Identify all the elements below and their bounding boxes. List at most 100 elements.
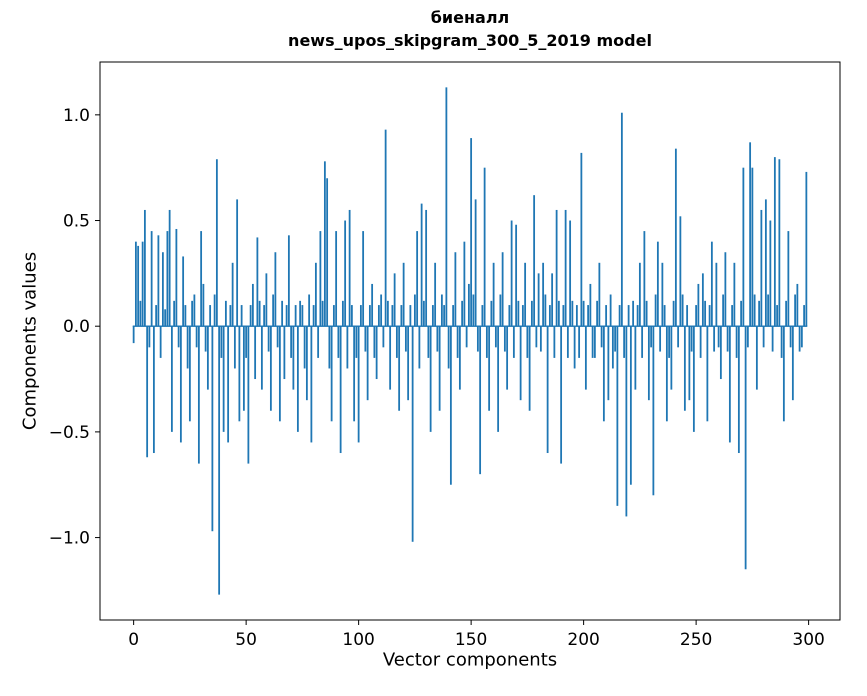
bar [731,305,734,327]
bar [375,326,378,380]
bar [479,326,482,475]
bar [611,326,614,369]
bar [177,326,180,348]
bar [197,326,200,464]
bar [278,326,281,422]
bar [652,326,655,496]
y-tick-label: 0.5 [63,212,90,232]
bar [769,220,772,327]
bar [600,326,603,348]
bar [434,262,437,327]
bar [485,326,488,358]
bar [272,294,275,327]
bar [326,178,329,327]
chart-title: биеналл news_upos_skipgram_300_5_2019 mo… [288,6,652,52]
bar [229,305,232,327]
bar [337,326,340,358]
bar [620,112,623,327]
bar [310,326,313,443]
bar [157,235,160,327]
bar [456,326,459,358]
bar [623,326,626,358]
bar [377,305,380,327]
bar [706,326,709,422]
bar [233,326,236,369]
bar [380,294,383,327]
bar [287,235,290,327]
bar [281,300,284,327]
bar [733,262,736,327]
bar [164,309,167,327]
bar [474,199,477,327]
bar [445,87,448,327]
bar [371,283,374,327]
bar [508,305,511,327]
bar [425,209,428,327]
bar [560,326,563,464]
bar [148,326,151,348]
bar [566,326,569,358]
bar [143,209,146,327]
bar [353,326,356,422]
bar [787,231,790,327]
bar [659,326,662,352]
bar [681,294,684,327]
bar [517,300,520,327]
bar [454,252,457,327]
bar [537,273,540,327]
bar [258,300,261,327]
bar [744,326,747,570]
bar [292,326,295,390]
bar [645,300,648,327]
bar [605,305,608,327]
bar [472,294,475,327]
bar [571,300,574,327]
bar [350,305,353,327]
bar [429,326,432,432]
bar [521,305,524,327]
bar [238,326,241,422]
bar [490,300,493,327]
bar [668,326,671,358]
bar [443,305,446,327]
bar [647,326,650,401]
y-tick-label: 1.0 [63,106,90,126]
bar [638,262,641,327]
bar [465,326,468,348]
bar [665,326,668,422]
bar [211,326,214,532]
bar [751,167,754,327]
bar [544,294,547,327]
bar [614,326,617,352]
bar [220,326,223,358]
bar [584,326,587,390]
bar [762,326,765,348]
bar [166,231,169,327]
bar [519,326,522,401]
bar [497,326,500,432]
bar [616,326,619,506]
x-axis-label: Vector components [382,649,558,671]
bar [328,326,331,369]
bar [688,326,691,401]
bar [715,262,718,327]
bar [364,326,367,352]
bar [170,326,173,432]
bar [722,294,725,327]
bar [481,305,484,327]
bar [557,300,560,327]
bar [488,326,491,411]
bar [697,283,700,327]
bar [146,326,149,458]
bar [548,305,551,327]
bar [483,167,486,327]
bar [168,209,171,327]
bar [782,326,785,422]
bar [222,326,225,432]
bar [746,326,749,348]
bar [231,262,234,327]
bar [391,305,394,327]
bar [305,326,308,401]
bar [796,283,799,327]
